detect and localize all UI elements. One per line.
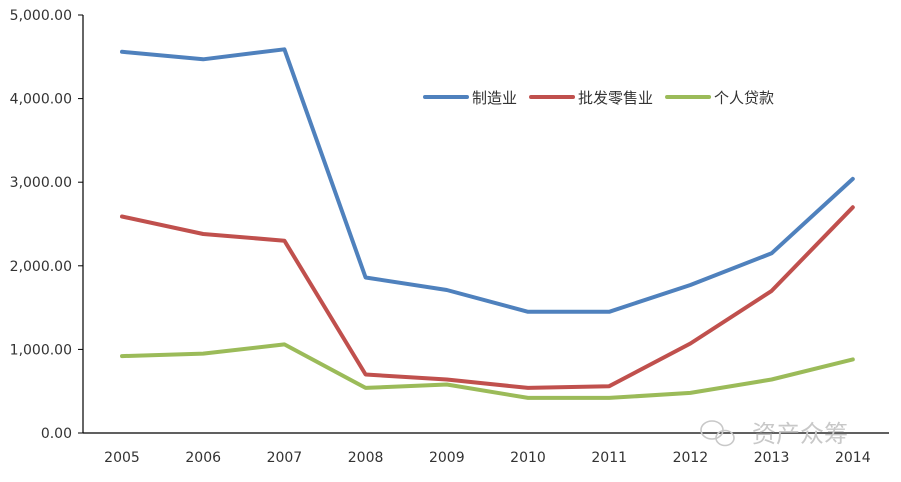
legend-item: 制造业 (423, 89, 517, 107)
series-line (120, 205, 855, 390)
x-tick-label: 2009 (429, 450, 465, 466)
x-tick-label: 2007 (267, 450, 303, 466)
watermark-text: 资产众筹 (752, 420, 848, 448)
legend-item: 批发零售业 (529, 89, 653, 107)
y-tick-label: 5,000.00 (10, 8, 72, 24)
y-tick-label: 0.00 (41, 426, 72, 442)
x-tick-label: 2013 (754, 450, 790, 466)
x-tick-label: 2005 (104, 450, 140, 466)
x-tick-label: 2010 (510, 450, 546, 466)
legend-item: 个人贷款 (665, 89, 774, 107)
x-tick-label: 2014 (835, 450, 871, 466)
series-line (120, 47, 855, 314)
legend-label: 批发零售业 (578, 89, 653, 107)
y-tick-labels: 0.00 1,000.00 2,000.00 3,000.00 4,000.00 5,00… (10, 8, 83, 442)
x-tick-label: 2012 (673, 450, 709, 466)
axes (82, 15, 889, 434)
wechat-icon (700, 420, 735, 447)
x-tick-label: 2006 (185, 450, 221, 466)
x-tick-labels: 2005 2006 2007 2008 2009 2010 2011 2012 2013 2014 (104, 450, 871, 466)
y-tick-label: 4,000.00 (10, 92, 72, 108)
series-lines (120, 47, 855, 400)
legend-label: 制造业 (472, 89, 517, 107)
series-line (120, 342, 855, 400)
x-tick-label: 2011 (591, 450, 627, 466)
legend: 制造业 批发零售业 个人贷款 (423, 89, 774, 107)
watermark: 资产众筹 (700, 420, 848, 448)
x-tick-label: 2008 (348, 450, 384, 466)
y-tick-label: 2,000.00 (10, 259, 72, 275)
y-tick-label: 3,000.00 (10, 175, 72, 191)
legend-label: 个人贷款 (714, 89, 774, 107)
y-tick-label: 1,000.00 (10, 342, 72, 358)
